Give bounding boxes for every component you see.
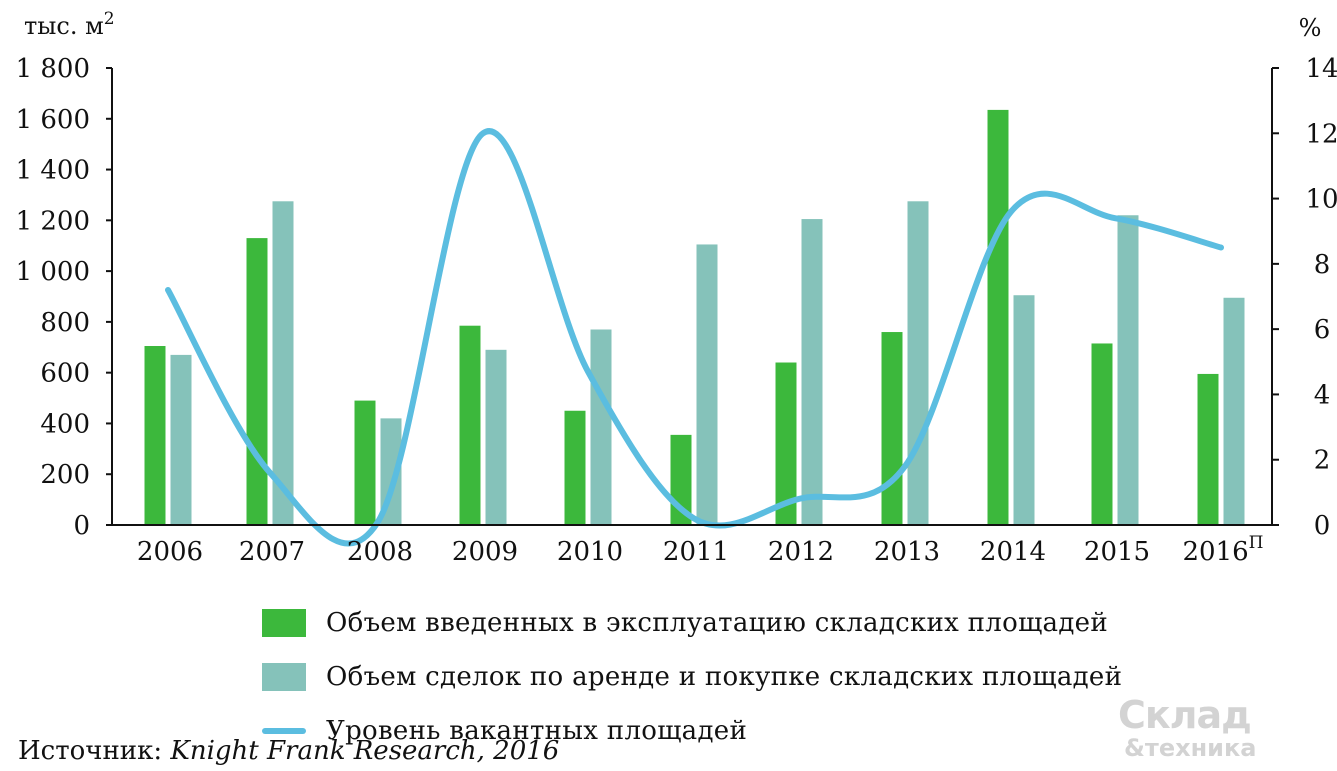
combo-chart: 0 200 400 600 800 1 000 1 200 1 400 1 600 1 800 0 2… xyxy=(16,9,1337,567)
x-tick-label: 2012 xyxy=(768,537,834,567)
vacancy-line xyxy=(165,128,1224,547)
bar-deals-2013 xyxy=(907,201,929,525)
legend-label-commissioned: Объем введенных в эксплуатацию складских… xyxy=(326,608,1108,638)
source-text: Knight Frank Research, 2016 xyxy=(170,736,560,766)
x-tick-label: 2010 xyxy=(557,537,623,567)
bar-commissioned-2012 xyxy=(775,362,797,525)
y-left-tick-label: 1 600 xyxy=(16,105,90,135)
y-left-tick-label: 200 xyxy=(40,460,90,490)
bar-commissioned-2010 xyxy=(564,410,586,525)
y-left-tick-label: 1 000 xyxy=(16,257,90,287)
y-right-tick-label: 12 xyxy=(1305,119,1337,149)
bar-deals-2012 xyxy=(801,219,823,525)
x-tick-label: 2006 xyxy=(137,537,203,567)
y-right-tick-label: 0 xyxy=(1314,511,1331,541)
bar-commissioned-2014 xyxy=(987,109,1009,526)
legend-swatch-vacancy xyxy=(262,728,306,734)
legend: Объем введенных в эксплуатацию складских… xyxy=(262,596,1122,758)
bar-commissioned-2009 xyxy=(459,325,481,525)
x-tick-label: 2007 xyxy=(239,537,305,567)
legend-label-vacancy: Уровень вакантных площадей xyxy=(326,716,748,746)
legend-swatch-commissioned xyxy=(262,609,306,637)
x-tick-label: 2015 xyxy=(1084,537,1150,567)
y-right-tick-label: 8 xyxy=(1314,250,1331,280)
bar-commissioned-2008 xyxy=(354,400,376,525)
bar-deals-2006 xyxy=(170,354,192,525)
bar-commissioned-2015 xyxy=(1091,343,1113,525)
y-left-tick-label: 1 400 xyxy=(16,156,90,186)
y-left-tick-label: 0 xyxy=(73,511,90,541)
bar-commissioned-2007 xyxy=(246,238,268,525)
bar-deals-2016 xyxy=(1223,297,1245,525)
bar-commissioned-2016 xyxy=(1197,373,1219,525)
legend-item-vacancy: Уровень вакантных площадей xyxy=(262,704,1122,758)
legend-item-deals: Объем сделок по аренде и покупке складск… xyxy=(262,650,1122,704)
bar-deals-2014 xyxy=(1013,295,1035,525)
bar-deals-2015 xyxy=(1117,215,1139,525)
x-tick-label: 2013 xyxy=(874,537,940,567)
watermark-line1: Склад xyxy=(1118,693,1252,737)
x-tick-label: 2008 xyxy=(347,537,413,567)
source-prefix: Источник: xyxy=(18,736,171,766)
y-right-tick-label: 2 xyxy=(1314,446,1331,476)
y-left-tick-label: 800 xyxy=(40,308,90,338)
bar-commissioned-2006 xyxy=(144,346,166,525)
bar-deals-2011 xyxy=(696,244,718,526)
y-left-unit: тыс. м2 xyxy=(24,9,115,40)
legend-swatch-deals xyxy=(262,663,306,691)
legend-label-deals: Объем сделок по аренде и покупке складск… xyxy=(326,662,1123,692)
y-left-tick-label: 1 800 xyxy=(16,54,90,84)
bar-commissioned-2013 xyxy=(881,332,903,525)
x-tick-label: 2009 xyxy=(452,537,518,567)
x-tick-label: 2016П xyxy=(1183,533,1264,567)
bar-deals-2007 xyxy=(272,201,294,525)
y-right-tick-label: 14 xyxy=(1305,54,1337,84)
watermark-line2: &техника xyxy=(1124,734,1257,762)
watermark-logo: Склад &техника xyxy=(1118,696,1328,766)
y-right-unit: % xyxy=(1299,14,1322,42)
y-right-tick-label: 10 xyxy=(1305,185,1337,215)
legend-item-commissioned: Объем введенных в эксплуатацию складских… xyxy=(262,596,1122,650)
y-left-tick-label: 1 200 xyxy=(16,206,90,236)
source-note: Источник: Knight Frank Research, 2016 xyxy=(18,736,559,766)
x-tick-label: 2014 xyxy=(980,537,1046,567)
x-tick-label: 2011 xyxy=(663,537,729,567)
y-left-tick-label: 600 xyxy=(40,359,90,389)
y-right-tick-label: 6 xyxy=(1314,315,1331,345)
bar-deals-2010 xyxy=(590,329,612,525)
bar-deals-2009 xyxy=(485,349,507,525)
y-left-tick-label: 400 xyxy=(40,409,90,439)
y-right-tick-label: 4 xyxy=(1314,380,1331,410)
